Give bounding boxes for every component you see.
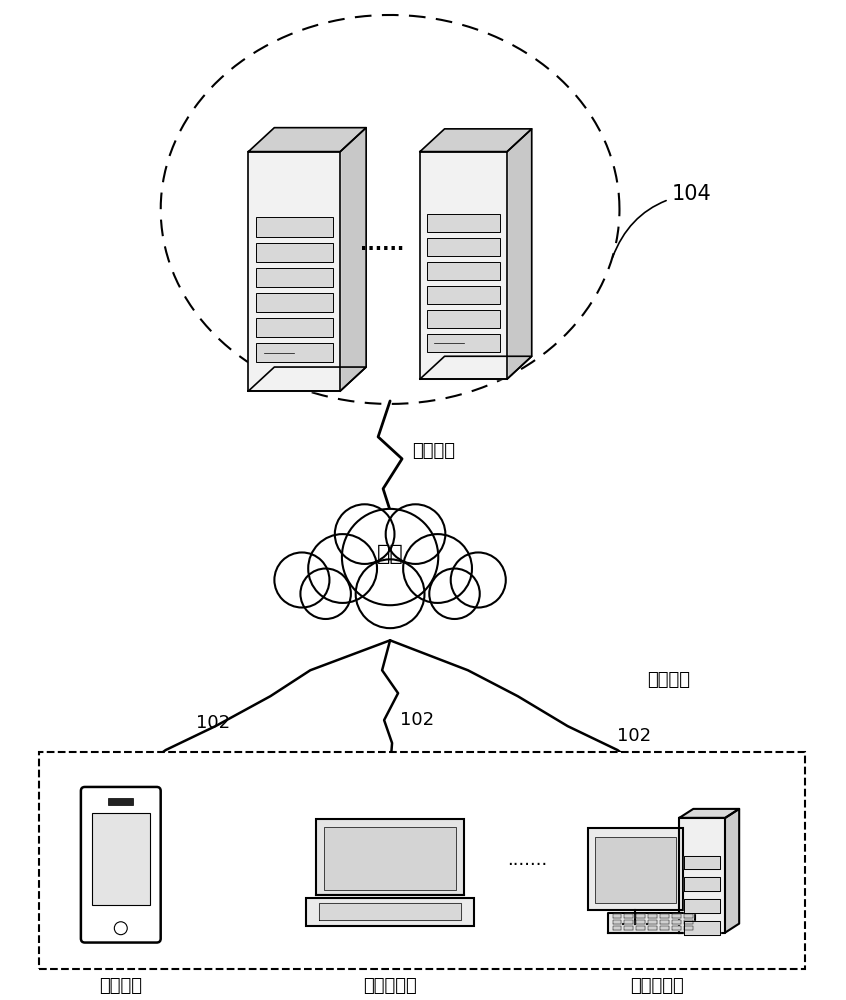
Circle shape	[114, 922, 127, 935]
Polygon shape	[507, 129, 532, 379]
Bar	[255, 217, 333, 237]
Bar	[255, 268, 333, 287]
Polygon shape	[673, 926, 681, 930]
Polygon shape	[319, 903, 461, 920]
Bar	[427, 286, 500, 304]
Polygon shape	[684, 856, 720, 869]
Polygon shape	[636, 926, 645, 930]
Polygon shape	[613, 914, 622, 918]
Polygon shape	[249, 128, 366, 152]
Bar	[255, 343, 333, 362]
Bar	[595, 837, 676, 903]
Bar	[427, 214, 500, 232]
Polygon shape	[661, 914, 669, 918]
Polygon shape	[648, 914, 657, 918]
Polygon shape	[624, 914, 634, 918]
Bar	[427, 310, 500, 328]
Polygon shape	[340, 128, 366, 391]
Polygon shape	[636, 914, 645, 918]
Circle shape	[308, 534, 377, 603]
Text: 102: 102	[195, 714, 230, 732]
Polygon shape	[624, 926, 634, 930]
Text: 台式计算机: 台式计算机	[630, 977, 684, 995]
Polygon shape	[679, 818, 725, 933]
Bar	[39, 752, 805, 969]
Polygon shape	[661, 920, 669, 924]
Circle shape	[429, 569, 480, 619]
Polygon shape	[420, 129, 532, 152]
Circle shape	[355, 559, 425, 628]
Polygon shape	[684, 926, 693, 930]
FancyBboxPatch shape	[81, 787, 161, 943]
Circle shape	[404, 534, 472, 603]
Bar	[255, 293, 333, 312]
Bar	[427, 262, 500, 280]
Polygon shape	[636, 920, 645, 924]
Bar	[108, 798, 134, 805]
Polygon shape	[420, 152, 507, 379]
Text: 102: 102	[618, 727, 651, 745]
Polygon shape	[607, 913, 695, 933]
Circle shape	[451, 552, 506, 608]
Polygon shape	[624, 920, 634, 924]
Circle shape	[386, 504, 445, 564]
Bar	[588, 828, 683, 910]
Text: 104: 104	[613, 184, 711, 257]
Polygon shape	[684, 877, 720, 891]
Polygon shape	[420, 356, 532, 379]
Text: 智能手机: 智能手机	[99, 977, 142, 995]
Polygon shape	[673, 920, 681, 924]
Polygon shape	[684, 899, 720, 913]
Polygon shape	[613, 920, 622, 924]
Polygon shape	[673, 914, 681, 918]
Circle shape	[335, 504, 394, 564]
Polygon shape	[679, 809, 739, 818]
Bar	[92, 813, 150, 905]
Bar	[427, 334, 500, 352]
Circle shape	[342, 509, 438, 605]
Text: 场景数据: 场景数据	[647, 671, 690, 689]
Text: ......: ......	[360, 235, 404, 254]
Polygon shape	[263, 617, 517, 628]
Circle shape	[300, 569, 351, 619]
Bar	[255, 318, 333, 337]
Polygon shape	[684, 921, 720, 935]
Bar	[255, 243, 333, 262]
Text: 网络: 网络	[376, 544, 404, 564]
Bar	[306, 898, 474, 926]
Polygon shape	[613, 926, 622, 930]
Bar	[427, 238, 500, 256]
Text: 102: 102	[400, 711, 434, 729]
Polygon shape	[249, 367, 366, 391]
Text: .......: .......	[508, 851, 548, 869]
Circle shape	[274, 552, 329, 608]
Polygon shape	[249, 152, 340, 391]
Text: 场景数据: 场景数据	[412, 442, 455, 460]
Text: 笔记本电脑: 笔记本电脑	[363, 977, 417, 995]
Polygon shape	[648, 926, 657, 930]
Polygon shape	[648, 920, 657, 924]
Polygon shape	[661, 926, 669, 930]
Bar	[324, 827, 457, 890]
Bar	[316, 819, 464, 895]
Polygon shape	[725, 809, 739, 933]
Polygon shape	[684, 914, 693, 918]
Polygon shape	[684, 920, 693, 924]
